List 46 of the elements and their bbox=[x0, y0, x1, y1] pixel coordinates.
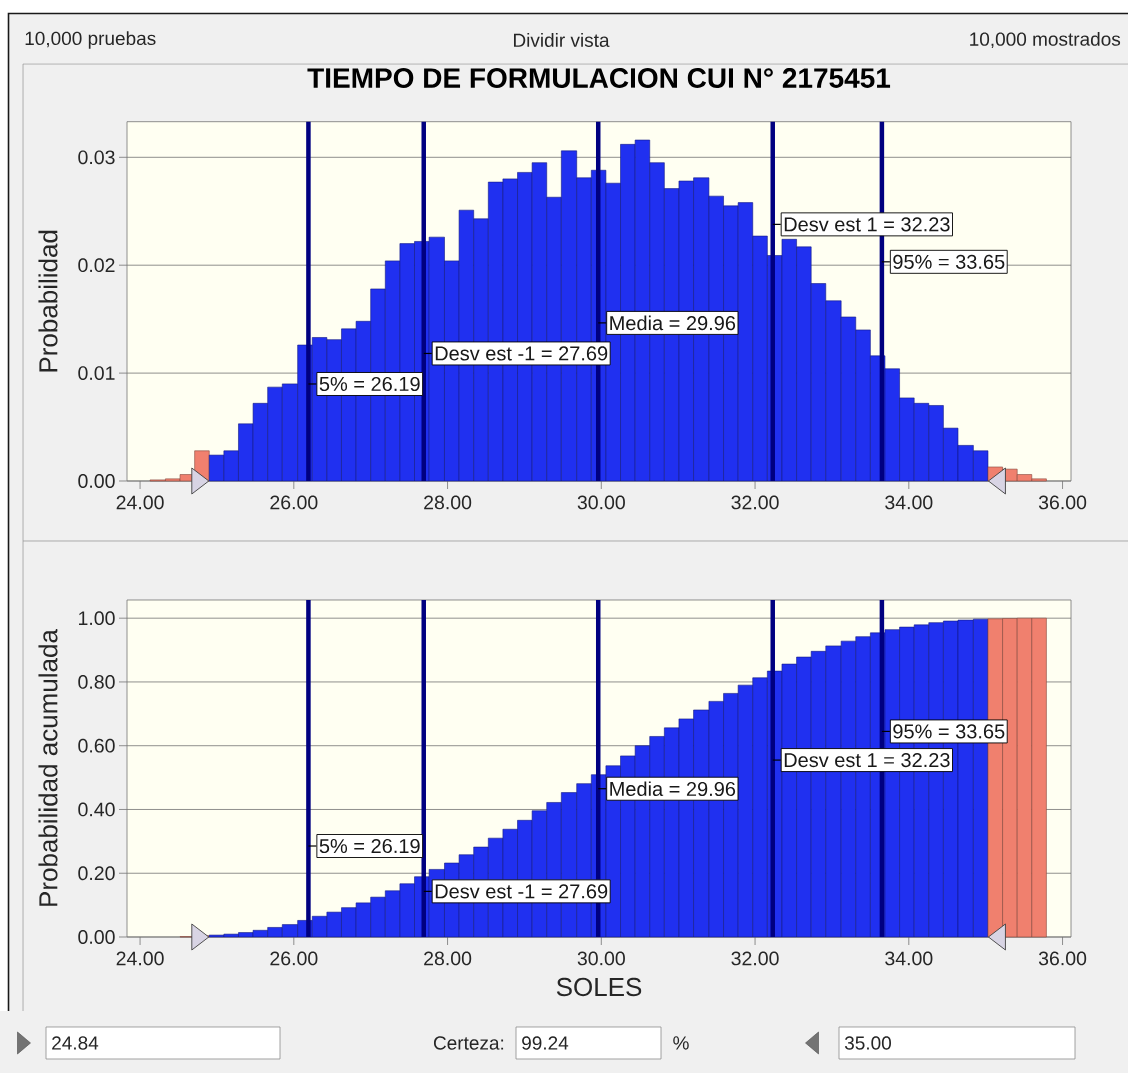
ref-line-label: Desv est -1 = 27.69 bbox=[435, 884, 608, 899]
text: 99.24 bbox=[522, 1036, 569, 1050]
ref-line-label: 5% = 26.19 bbox=[319, 838, 420, 854]
text: 10,000 pruebas bbox=[25, 31, 156, 49]
x-axis-title: SOLES bbox=[556, 977, 642, 997]
x-tick-label: 30.00 bbox=[577, 951, 625, 966]
ref-line-label: Desv est 1 = 32.23 bbox=[784, 217, 950, 232]
ref-line-label: 95% = 33.65 bbox=[893, 724, 1005, 739]
x-tick-label: 34.00 bbox=[885, 951, 933, 966]
ref-line-label: Media = 29.96 bbox=[610, 315, 736, 331]
x-tick-label: 36.00 bbox=[1038, 495, 1087, 510]
text: 35.00 bbox=[844, 1036, 891, 1050]
y-tick-label: 0.02 bbox=[78, 258, 115, 273]
ref-line-label: 95% = 33.65 bbox=[893, 254, 1005, 269]
ref-line-label: Desv est -1 = 27.69 bbox=[435, 346, 608, 361]
chart-title: TIEMPO DE FORMULACION CUI N° 2175451 bbox=[307, 68, 891, 88]
y-tick-label: 1.00 bbox=[79, 611, 115, 626]
y-tick-label: 0.80 bbox=[78, 675, 115, 689]
y-tick-label: 0.00 bbox=[78, 474, 115, 488]
y-tick-label: 0.20 bbox=[78, 866, 115, 881]
x-tick-label: 24.00 bbox=[116, 495, 164, 510]
ref-line-label: 5% = 26.19 bbox=[319, 376, 420, 392]
x-tick-label: 32.00 bbox=[731, 951, 779, 966]
y-tick-label: 0.01 bbox=[78, 366, 115, 380]
text: Dividir vista bbox=[514, 33, 610, 47]
y-tick-label: 0.00 bbox=[78, 930, 115, 944]
y-tick-label: 0.40 bbox=[78, 802, 115, 817]
text: % bbox=[673, 1036, 689, 1050]
y-axis-title: Probabilidad acumulada bbox=[38, 629, 58, 906]
x-tick-label: 30.00 bbox=[577, 495, 625, 510]
x-tick-label: 28.00 bbox=[424, 951, 472, 966]
y-axis-title: Probabilidad bbox=[38, 230, 58, 372]
x-tick-label: 36.00 bbox=[1038, 951, 1087, 966]
text: 24.84 bbox=[52, 1036, 99, 1050]
x-tick-label: 34.00 bbox=[885, 495, 933, 510]
x-tick-label: 26.00 bbox=[270, 495, 318, 510]
ref-line-label: Media = 29.96 bbox=[610, 781, 736, 797]
x-tick-label: 26.00 bbox=[270, 951, 318, 966]
x-tick-label: 32.00 bbox=[731, 495, 779, 510]
text: 10,000 mostrados bbox=[970, 31, 1121, 49]
x-tick-label: 28.00 bbox=[424, 495, 472, 510]
y-tick-label: 0.60 bbox=[78, 738, 115, 753]
y-tick-label: 0.03 bbox=[78, 150, 115, 165]
text: Certeza: bbox=[433, 1036, 504, 1050]
ref-line-label: Desv est 1 = 32.23 bbox=[784, 753, 950, 768]
x-tick-label: 24.00 bbox=[116, 951, 164, 966]
